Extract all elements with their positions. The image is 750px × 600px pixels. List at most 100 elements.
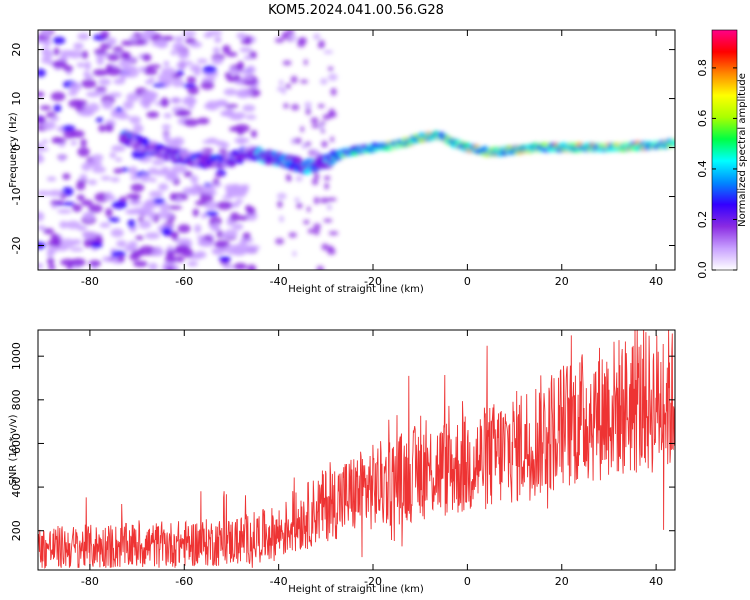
heatmap-x-tick-label: -60 [175,275,193,288]
heatmap-cell [237,215,249,221]
colorbar-tick-label: 0.0 [696,261,709,279]
heatmap-cell [245,114,257,120]
heatmap-cell [38,115,47,125]
heatmap-cell [137,217,144,222]
heatmap-cell [105,123,114,133]
heatmap-cell [211,57,224,65]
heatmap-cell [115,157,123,162]
heatmap-cell [156,39,169,49]
heatmap-cell [289,34,297,43]
colorbar-tick-label: 0.4 [696,160,709,178]
heatmap-cell [212,222,220,231]
heatmap-cell [96,55,105,66]
heatmap-cell [186,76,197,84]
colorbar-bar [711,29,738,271]
heatmap-cell [58,154,66,162]
snr-x-axis-label: Height of straight line (km) [288,584,424,595]
heatmap-cell [240,238,248,245]
heatmap-cell [72,203,83,213]
heatmap-cell [221,232,229,240]
heatmap-cell [216,201,233,210]
heatmap-cell [149,177,157,183]
colorbar-tick-label: 0.6 [696,110,709,128]
snr-y-tick-label: 800 [10,389,23,410]
heatmap-cell [194,250,207,259]
heatmap-cell [148,190,163,198]
heatmap-cell [140,90,156,100]
heatmap-cell [328,231,339,236]
heatmap-cell [116,240,127,248]
heatmap-cell [126,92,140,102]
heatmap-cell [246,264,257,270]
heatmap-cell [317,103,325,109]
heatmap-cell [218,148,228,153]
heatmap-cell [214,239,230,249]
heatmap-cell [92,69,109,77]
heatmap-cell [161,226,172,236]
heatmap-y-tick-label: 0 [10,144,23,151]
heatmap-cell [42,40,53,45]
heatmap-cell [109,152,117,159]
heatmap-cell [41,120,56,131]
heatmap-cell [317,44,325,49]
heatmap-cell [303,59,308,66]
heatmap-cell [70,140,78,146]
heatmap-cell [62,201,75,207]
heatmap-cell [145,200,156,205]
heatmap-cell [111,250,127,258]
heatmap-cell [107,53,120,62]
heatmap-cell [275,238,285,245]
heatmap-cell [138,66,146,73]
heatmap-cell [62,173,71,180]
heatmap-cell [250,129,258,138]
heatmap-cell [101,99,114,110]
heatmap-cell [221,195,234,200]
heatmap-cell [99,222,111,228]
heatmap-cell [65,220,81,230]
heatmap-cell [241,185,249,194]
heatmap-cell [206,137,219,143]
heatmap-cell [229,212,240,222]
heatmap-axes-frame [37,29,676,271]
heatmap-cell [210,181,222,188]
snr-y-tick-label: 600 [10,433,23,454]
heatmap-cell [278,79,284,86]
snr-y-tick-label: 1000 [10,342,23,370]
heatmap-cell [327,66,334,71]
heatmap-cell [116,114,131,120]
heatmap-x-tick-label: -40 [270,275,288,288]
heatmap-cell [75,182,86,191]
heatmap-cell [48,264,56,270]
heatmap-cell [174,255,185,263]
heatmap-cell [95,117,104,123]
snr-y-ticks: 200 400 600 800 1000 [10,342,675,541]
heatmap-cell [222,264,236,270]
heatmap-cell [175,244,190,253]
heatmap-cell [286,173,291,180]
heatmap-cell [279,215,285,223]
heatmap-cell [202,65,217,74]
heatmap-cell [52,36,66,45]
heatmap-cell [118,59,131,69]
heatmap-cell [242,104,256,112]
heatmap-cell [243,55,252,61]
heatmap-cell [330,87,337,96]
heatmap-cell [170,49,177,56]
heatmap-cell [126,209,137,215]
heatmap-cell [69,81,82,92]
colorbar-tick-label: 0.2 [696,211,709,229]
heatmap-cell [148,262,158,270]
snr-x-tick-label: 40 [649,575,663,588]
heatmap-cell [108,217,120,223]
heatmap-cell [77,147,90,157]
heatmap-cell [119,72,127,81]
heatmap-cell [197,239,210,247]
heatmap-cell [250,84,259,90]
snr-panel: -80 -60 -40 -20 0 20 40 200 400 600 800 1000 Heigh… [8,329,676,595]
snr-x-ticks: -80 -60 -40 -20 0 20 40 [81,330,663,588]
heatmap-cell [146,111,160,119]
heatmap-cell [290,137,296,145]
heatmap-cell [115,106,123,113]
heatmap-cell [111,200,128,210]
